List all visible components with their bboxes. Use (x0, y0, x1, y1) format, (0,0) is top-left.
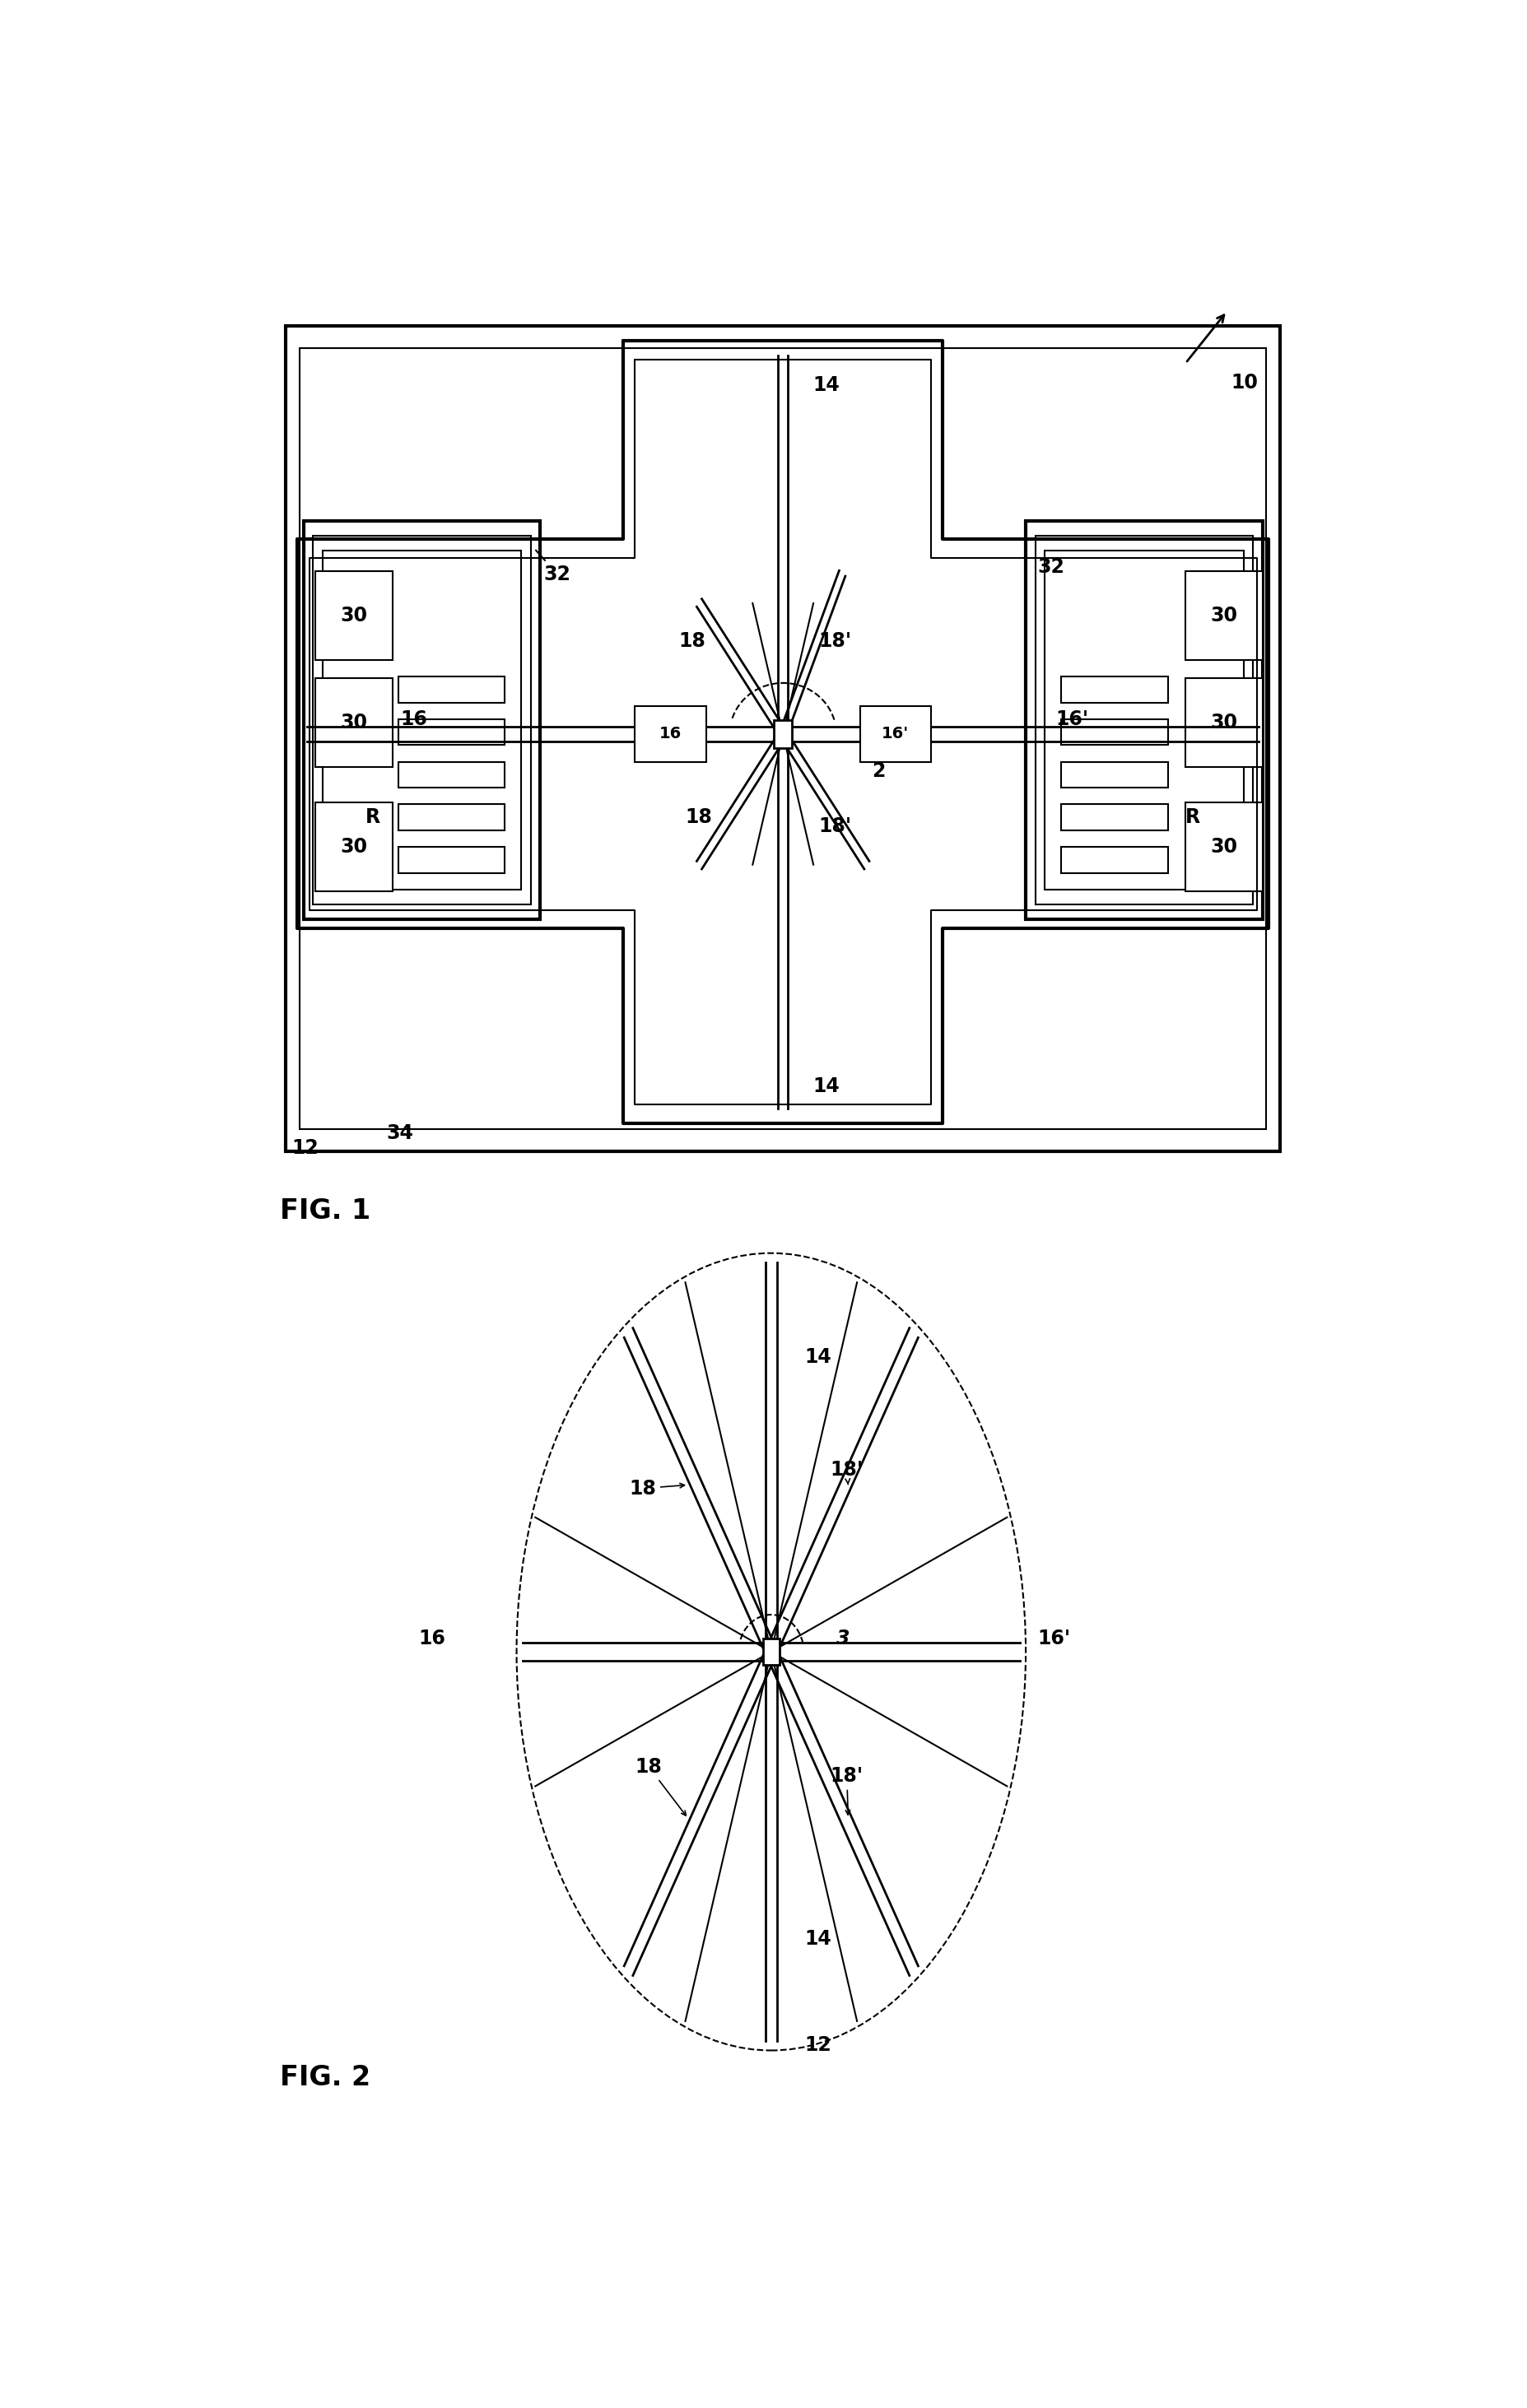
Bar (399, 761, 504, 787)
Bar (313, 535, 530, 905)
Text: 3: 3 (835, 1628, 849, 1649)
Bar (299, 349, 1266, 1129)
Bar (1061, 677, 1167, 703)
Text: FIG. 2: FIG. 2 (279, 2064, 370, 2090)
Text: 10: 10 (1229, 373, 1257, 393)
Bar (762, 1640, 779, 1664)
Text: 34: 34 (386, 1122, 414, 1144)
Text: 30: 30 (341, 713, 366, 732)
Bar (315, 802, 392, 891)
Text: FIG. 1: FIG. 1 (279, 1197, 370, 1226)
Text: 30: 30 (1209, 604, 1237, 626)
Text: 30: 30 (341, 838, 366, 857)
Bar (1061, 804, 1167, 831)
Bar (1061, 848, 1167, 874)
Text: 18': 18' (831, 1459, 863, 1483)
Text: 12: 12 (803, 2035, 831, 2054)
Text: 14: 14 (803, 1929, 831, 1948)
Text: 2: 2 (872, 761, 884, 780)
Text: 30: 30 (1209, 838, 1237, 857)
Text: 32: 32 (1037, 556, 1064, 578)
Bar (1185, 802, 1261, 891)
Bar (399, 804, 504, 831)
Text: R: R (1185, 807, 1200, 828)
Text: 12: 12 (292, 1139, 319, 1158)
Bar (860, 706, 930, 761)
Text: 16: 16 (400, 710, 428, 730)
Text: 16': 16' (1055, 710, 1087, 730)
Bar (399, 720, 504, 744)
Text: R: R (365, 807, 380, 828)
Text: 14: 14 (812, 376, 840, 395)
Bar (1025, 520, 1261, 920)
Bar (774, 720, 791, 749)
Text: 14: 14 (812, 1076, 840, 1096)
Bar (1185, 679, 1261, 768)
Text: 18': 18' (818, 816, 851, 836)
Text: 16: 16 (418, 1628, 446, 1649)
Bar (286, 325, 1280, 1151)
Text: 30: 30 (1209, 713, 1237, 732)
Bar (1061, 720, 1167, 744)
Bar (322, 551, 521, 889)
Text: 32: 32 (536, 551, 571, 585)
Bar (1061, 761, 1167, 787)
Bar (304, 520, 541, 920)
Text: 16': 16' (881, 727, 909, 742)
Text: 18': 18' (818, 631, 851, 650)
Text: 18: 18 (629, 1479, 684, 1498)
Bar (399, 677, 504, 703)
Text: 18': 18' (831, 1765, 863, 1816)
Bar (1185, 571, 1261, 660)
Bar (635, 706, 705, 761)
Text: 18: 18 (678, 631, 705, 650)
Text: 18: 18 (684, 807, 712, 828)
Text: 16': 16' (1037, 1628, 1070, 1649)
Bar (399, 848, 504, 874)
Text: 16: 16 (660, 727, 681, 742)
Text: 30: 30 (341, 604, 366, 626)
Bar (1044, 551, 1243, 889)
Text: 14: 14 (803, 1346, 831, 1368)
Bar (315, 571, 392, 660)
Text: 18: 18 (635, 1758, 686, 1816)
Bar (1035, 535, 1252, 905)
Bar (315, 679, 392, 768)
